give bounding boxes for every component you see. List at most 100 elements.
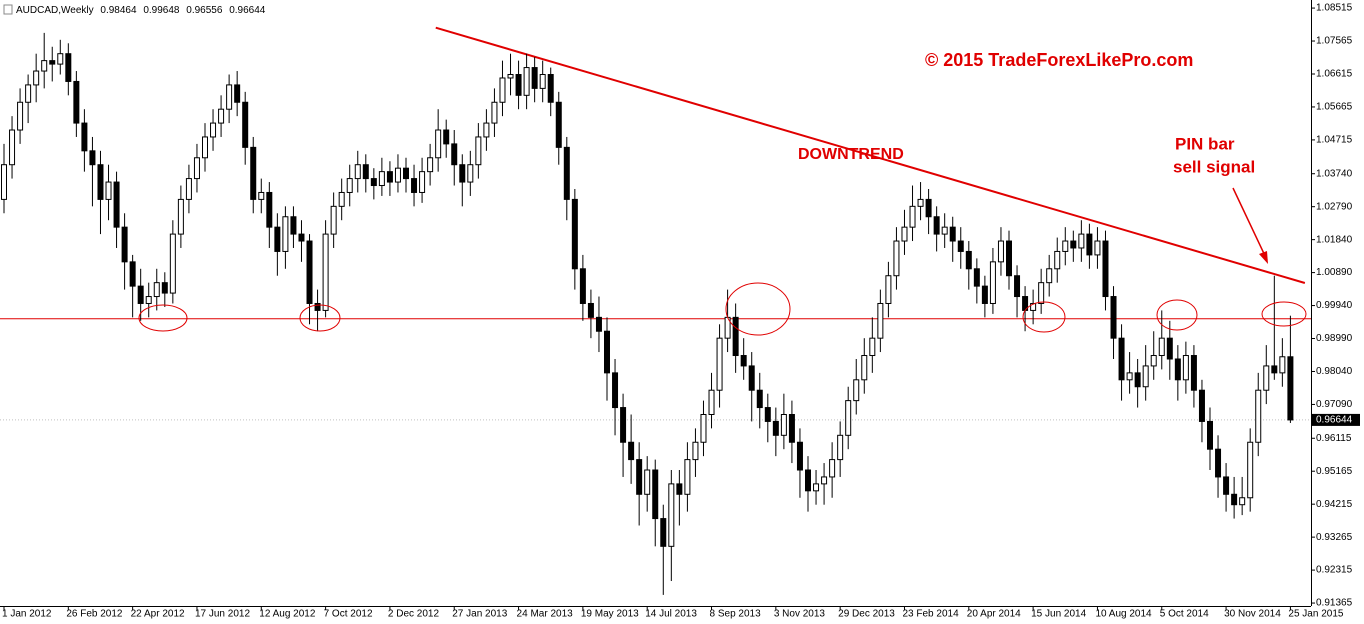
- candle-body: [419, 171, 426, 193]
- trend-label: DOWNTREND: [798, 146, 904, 163]
- candle-body: [73, 80, 80, 124]
- candle-body: [772, 420, 779, 436]
- candle-body: [716, 337, 723, 391]
- candle-body: [250, 146, 257, 200]
- candle-body: [628, 441, 635, 461]
- candle-body: [973, 268, 980, 287]
- candle-body: [17, 101, 24, 131]
- candle-body: [813, 483, 820, 492]
- candle-body: [861, 355, 868, 381]
- candle-body: [636, 459, 643, 495]
- candle-body: [1054, 250, 1061, 270]
- candle-body: [700, 413, 707, 443]
- candle-body: [129, 261, 136, 287]
- open-value: 0.98464: [100, 5, 137, 16]
- candle-body: [346, 178, 353, 193]
- copyright-text: © 2015 TradeForexLikePro.com: [925, 50, 1193, 70]
- candle-body: [1102, 240, 1109, 298]
- candle-body: [1271, 365, 1278, 374]
- candle-body: [1174, 358, 1181, 381]
- candle-body: [829, 459, 836, 478]
- candle-body: [1182, 355, 1189, 381]
- candle-body: [821, 476, 828, 485]
- candle-body: [330, 205, 337, 235]
- candle-body: [1062, 240, 1069, 252]
- y-tick-label: 0.96115: [1316, 433, 1352, 444]
- candle-body: [515, 74, 522, 96]
- x-tick-label: 3 Nov 2013: [774, 609, 826, 620]
- candle-body: [185, 178, 192, 200]
- y-tick-label: 1.03740: [1316, 168, 1353, 179]
- candle-body: [1006, 240, 1012, 277]
- pin-label: sell signal: [1173, 157, 1255, 176]
- highlight-circles: [138, 282, 1307, 336]
- candle-body: [1094, 240, 1101, 256]
- candle-body: [33, 70, 40, 86]
- candle-body: [901, 226, 908, 242]
- candle-body: [1046, 268, 1053, 284]
- candle-body: [788, 413, 795, 443]
- candle-body: [105, 181, 112, 200]
- y-tick-label: 1.04715: [1316, 135, 1353, 146]
- x-tick-label: 30 Nov 2014: [1224, 609, 1281, 620]
- highlight-circle: [1022, 301, 1066, 333]
- candle-body: [1231, 493, 1238, 506]
- candle-body: [764, 407, 771, 422]
- candle-body: [1086, 233, 1093, 256]
- candle-body: [660, 518, 667, 547]
- candle-body: [507, 74, 514, 79]
- candle-body: [459, 164, 466, 183]
- y-tick-label: 1.02790: [1316, 201, 1353, 212]
- candle-body: [1247, 441, 1254, 499]
- candle-body: [1070, 240, 1077, 249]
- y-tick-label: 0.98040: [1316, 366, 1353, 377]
- candle-body: [1038, 282, 1045, 304]
- candle-body: [523, 67, 530, 96]
- candle-body: [925, 198, 932, 218]
- candle-body: [1126, 372, 1133, 381]
- x-tick-label: 26 Feb 2012: [66, 609, 123, 620]
- y-tick-label: 1.00890: [1316, 267, 1353, 278]
- candle-body: [218, 108, 225, 124]
- candle-body: [805, 469, 811, 492]
- candle-body: [1, 164, 7, 200]
- candle-body: [917, 198, 924, 207]
- candle-body: [193, 157, 200, 180]
- candle-body: [1198, 389, 1205, 422]
- trendline: [435, 26, 1306, 284]
- y-tick-label: 0.95165: [1316, 466, 1353, 477]
- candle-body: [1207, 420, 1213, 450]
- candle-body: [845, 400, 852, 436]
- candle-body: [853, 379, 860, 402]
- candle-body: [933, 216, 940, 235]
- candle-body: [145, 296, 152, 304]
- candle-body: [780, 413, 787, 436]
- candle-body: [499, 77, 506, 103]
- symbol-icon: [3, 4, 13, 15]
- candle-body: [756, 389, 763, 409]
- candle-body: [177, 198, 184, 235]
- candle-body: [306, 240, 313, 304]
- highlight-circle: [1156, 299, 1198, 331]
- chart-header: AUDCAD,Weekly 0.98464 0.99648 0.96556 0.…: [16, 5, 266, 16]
- candle-body: [298, 233, 305, 242]
- candle-body: [226, 84, 233, 110]
- candle-body: [740, 355, 747, 367]
- pin-arrow: [1232, 187, 1268, 261]
- candle-body: [274, 226, 281, 252]
- candle-body: [483, 122, 490, 138]
- high-value: 0.99648: [143, 5, 180, 16]
- candle-body: [137, 285, 144, 304]
- candle-body: [57, 53, 64, 65]
- candle-body: [234, 84, 241, 103]
- y-tick-label: 0.94215: [1316, 499, 1353, 510]
- candle-body: [89, 150, 96, 166]
- candle-body: [652, 469, 659, 520]
- candle-body: [451, 143, 458, 166]
- candle-body: [427, 157, 434, 173]
- candle-body: [1158, 337, 1165, 357]
- last-price-tag: [1312, 413, 1360, 426]
- candle-body: [612, 372, 619, 409]
- candle-body: [1287, 356, 1294, 421]
